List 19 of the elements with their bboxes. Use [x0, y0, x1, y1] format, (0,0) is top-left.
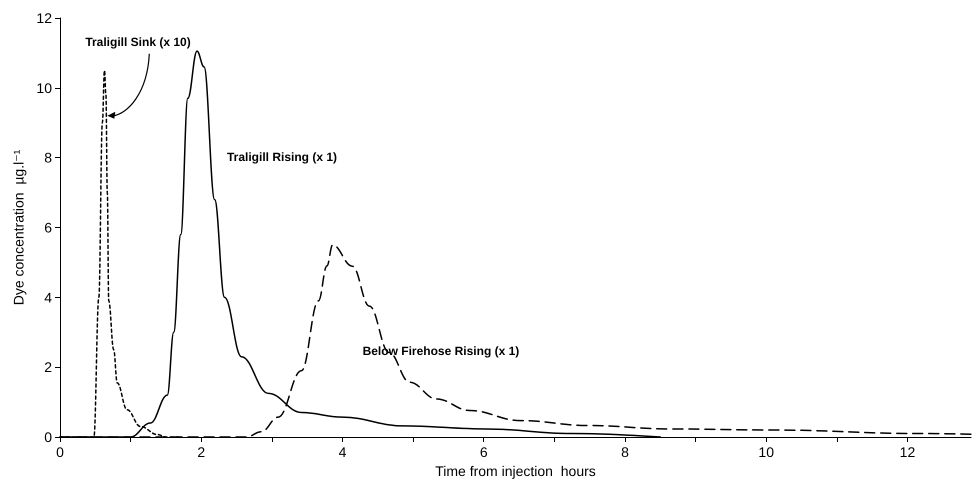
x-tick-label: 8: [621, 444, 630, 460]
y-tick-label: 2: [44, 359, 52, 376]
x-tick-label: 6: [480, 444, 488, 460]
x-tick-label: 2: [197, 444, 206, 460]
annotation: Traligill Rising (x 1): [227, 150, 338, 164]
y-tick-label: 0: [44, 429, 52, 445]
y-tick-label: 6: [44, 220, 52, 236]
x-tick-label: 4: [338, 444, 347, 460]
annotation: Below Firehose Rising (x 1): [362, 344, 520, 358]
y-tick-label: 8: [44, 150, 52, 166]
y-tick-label: 4: [44, 289, 52, 306]
annotation: Traligill Sink (x 10): [85, 34, 191, 49]
x-axis-title: Time from injection hours: [435, 462, 596, 479]
x-tick-label: 12: [900, 444, 916, 460]
y-axis-title: Dye concentration µg.l⁻¹: [10, 149, 27, 306]
x-tick-label: 0: [56, 444, 64, 460]
y-tick-label: 10: [36, 80, 52, 96]
x-tick-label: 10: [758, 444, 774, 460]
y-tick-label: 12: [36, 10, 52, 26]
